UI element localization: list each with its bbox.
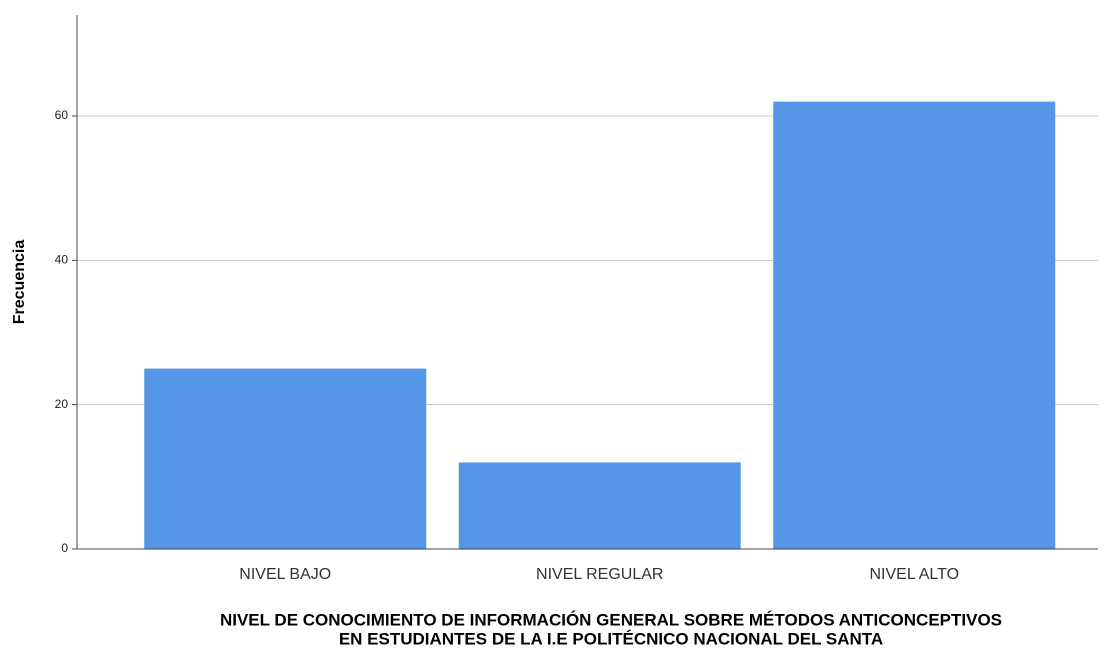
y-tick-label: 20 [55,397,69,411]
x-axis-label: NIVEL DE CONOCIMIENTO DE INFORMACIÓN GEN… [220,610,1002,629]
x-axis-label: EN ESTUDIANTES DE LA I.E POLITÉCNICO NAC… [339,629,883,648]
y-tick-label: 60 [55,108,69,122]
y-tick-label: 0 [61,541,68,555]
y-tick-label: 40 [55,253,69,267]
y-axis-label: Frecuencia [11,240,28,325]
x-tick-label: NIVEL REGULAR [536,566,663,583]
bar [773,101,1056,549]
x-tick-label: NIVEL ALTO [869,566,959,583]
x-tick-label: NIVEL BAJO [239,566,331,583]
bar [458,462,741,549]
bar [144,368,427,549]
